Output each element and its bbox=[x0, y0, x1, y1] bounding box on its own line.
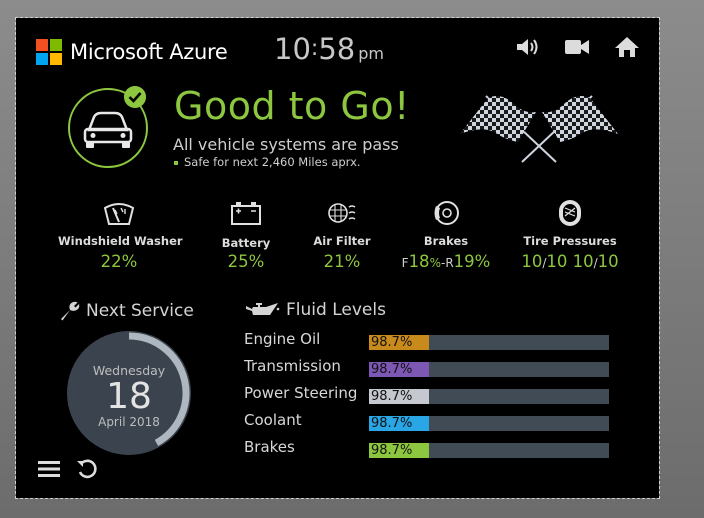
fluid-label: Brakes bbox=[244, 438, 295, 456]
metric-air-filter: Air Filter 21% bbox=[308, 198, 376, 271]
metric-label: Windshield Washer bbox=[58, 234, 183, 248]
fluid-level-bar: 98.7% bbox=[369, 443, 609, 458]
fluid-level-fill bbox=[369, 362, 429, 377]
service-countdown-dial bbox=[67, 331, 191, 455]
clock-colon: : bbox=[310, 36, 319, 61]
clock: 10:58 pm bbox=[274, 32, 404, 72]
brakes-front-value: 18 bbox=[408, 252, 430, 271]
vehicle-dashboard-screen: Microsoft Azure 10:58 pm Good to Go! All … bbox=[15, 17, 660, 499]
brakes-front-prefix: F bbox=[401, 256, 409, 270]
clock-hour: 10 bbox=[274, 32, 311, 66]
fluid-levels-header: Fluid Levels bbox=[244, 300, 386, 320]
fluid-level-fill bbox=[369, 416, 429, 431]
tire-rear-left: 10 bbox=[572, 252, 594, 271]
tire-slash: / bbox=[542, 256, 547, 270]
car-status-ring bbox=[68, 88, 148, 168]
fluid-value: 98.7% bbox=[371, 416, 413, 431]
metric-label: Tire Pressures bbox=[523, 234, 617, 248]
metric-value: F18%-R19% bbox=[396, 252, 496, 271]
status-note-text: Safe for next 2,460 Miles aprx. bbox=[184, 155, 361, 169]
service-weekday: Wednesday bbox=[92, 363, 166, 378]
service-month-year: April 2018 bbox=[98, 415, 160, 429]
tire-icon bbox=[559, 200, 581, 226]
home-icon[interactable] bbox=[614, 36, 640, 58]
video-camera-icon[interactable] bbox=[564, 36, 590, 58]
brakes-rear-prefix: R bbox=[445, 256, 454, 270]
metric-value: 21% bbox=[323, 252, 361, 271]
clock-ampm: pm bbox=[358, 44, 384, 63]
metric-label: Brakes bbox=[423, 234, 469, 248]
fluid-label: Coolant bbox=[244, 411, 302, 429]
metric-value: 10/10 10/10 bbox=[514, 252, 626, 271]
service-day: 18 bbox=[106, 376, 152, 417]
windshield-washer-icon bbox=[103, 203, 135, 225]
check-icon bbox=[124, 86, 146, 108]
fluid-level-fill bbox=[369, 389, 429, 404]
status-subline: All vehicle systems are pass bbox=[173, 135, 399, 154]
metric-tire-pressures: Tire Pressures 10/10 10/10 bbox=[514, 198, 626, 271]
fluid-level-fill bbox=[369, 335, 429, 350]
brand-logo: Microsoft Azure bbox=[36, 38, 236, 66]
brand-name: Microsoft Azure bbox=[70, 40, 228, 64]
brakes-separator: - bbox=[440, 256, 446, 270]
next-service-header: Next Service bbox=[58, 300, 194, 322]
metric-value: 25% bbox=[227, 252, 265, 271]
fluid-level-bar: 98.7% bbox=[369, 416, 609, 431]
fluid-level-bar: 98.7% bbox=[369, 335, 609, 350]
brakes-rear-value: 19 bbox=[453, 252, 475, 271]
volume-icon[interactable] bbox=[514, 36, 540, 58]
car-icon bbox=[83, 111, 133, 148]
clock-minute: 58 bbox=[318, 32, 356, 66]
hamburger-menu-icon[interactable] bbox=[38, 460, 60, 478]
fluid-row-brakes: Brakes 98.7% bbox=[244, 438, 614, 460]
checkered-flags-icon bbox=[460, 95, 618, 163]
fluid-level-fill bbox=[369, 443, 429, 458]
microsoft-logo-icon bbox=[36, 39, 62, 65]
fluid-row-engine-oil: Engine Oil 98.7% bbox=[244, 330, 614, 352]
metric-battery: Battery 25% bbox=[216, 198, 276, 271]
fluid-row-coolant: Coolant 98.7% bbox=[244, 411, 614, 433]
oil-can-icon bbox=[246, 303, 280, 315]
status-headline: Good to Go! bbox=[174, 84, 410, 128]
battery-icon bbox=[231, 202, 261, 225]
fluid-row-transmission: Transmission 98.7% bbox=[244, 357, 614, 379]
fluid-value: 98.7% bbox=[371, 389, 413, 404]
metric-brakes: Brakes F18%-R19% bbox=[396, 198, 496, 271]
fluid-label: Transmission bbox=[244, 357, 341, 375]
wrench-icon bbox=[61, 301, 80, 321]
fluid-value: 98.7% bbox=[371, 335, 413, 350]
fluid-label: Power Steering bbox=[244, 384, 358, 402]
fluid-level-bar: 98.7% bbox=[369, 362, 609, 377]
brakes-unit: % bbox=[429, 256, 441, 270]
metric-label: Battery bbox=[221, 236, 271, 250]
refresh-icon[interactable] bbox=[76, 458, 98, 480]
metric-windshield-washer: Windshield Washer 22% bbox=[58, 198, 183, 271]
brakes-unit-rear: % bbox=[474, 252, 491, 271]
fluid-row-power-steering: Power Steering 98.7% bbox=[244, 384, 614, 406]
metric-label: Air Filter bbox=[313, 234, 371, 248]
tire-slash-2: / bbox=[593, 256, 598, 270]
air-filter-icon bbox=[328, 203, 356, 223]
fluid-label: Engine Oil bbox=[244, 330, 321, 348]
fluid-level-bar: 98.7% bbox=[369, 389, 609, 404]
fluid-value: 98.7% bbox=[371, 362, 413, 377]
tire-front-right: 10 bbox=[546, 252, 568, 271]
tire-rear-right: 10 bbox=[597, 252, 619, 271]
brake-disc-icon bbox=[434, 201, 459, 225]
fluid-value: 98.7% bbox=[371, 443, 413, 458]
tire-front-left: 10 bbox=[521, 252, 543, 271]
metric-value: 22% bbox=[100, 252, 138, 271]
bullet-icon bbox=[174, 160, 178, 165]
service-progress-arc bbox=[128, 332, 190, 447]
fluid-levels-title: Fluid Levels bbox=[286, 300, 386, 320]
status-note: Safe for next 2,460 Miles aprx. bbox=[174, 155, 361, 169]
next-service-title: Next Service bbox=[86, 301, 194, 321]
